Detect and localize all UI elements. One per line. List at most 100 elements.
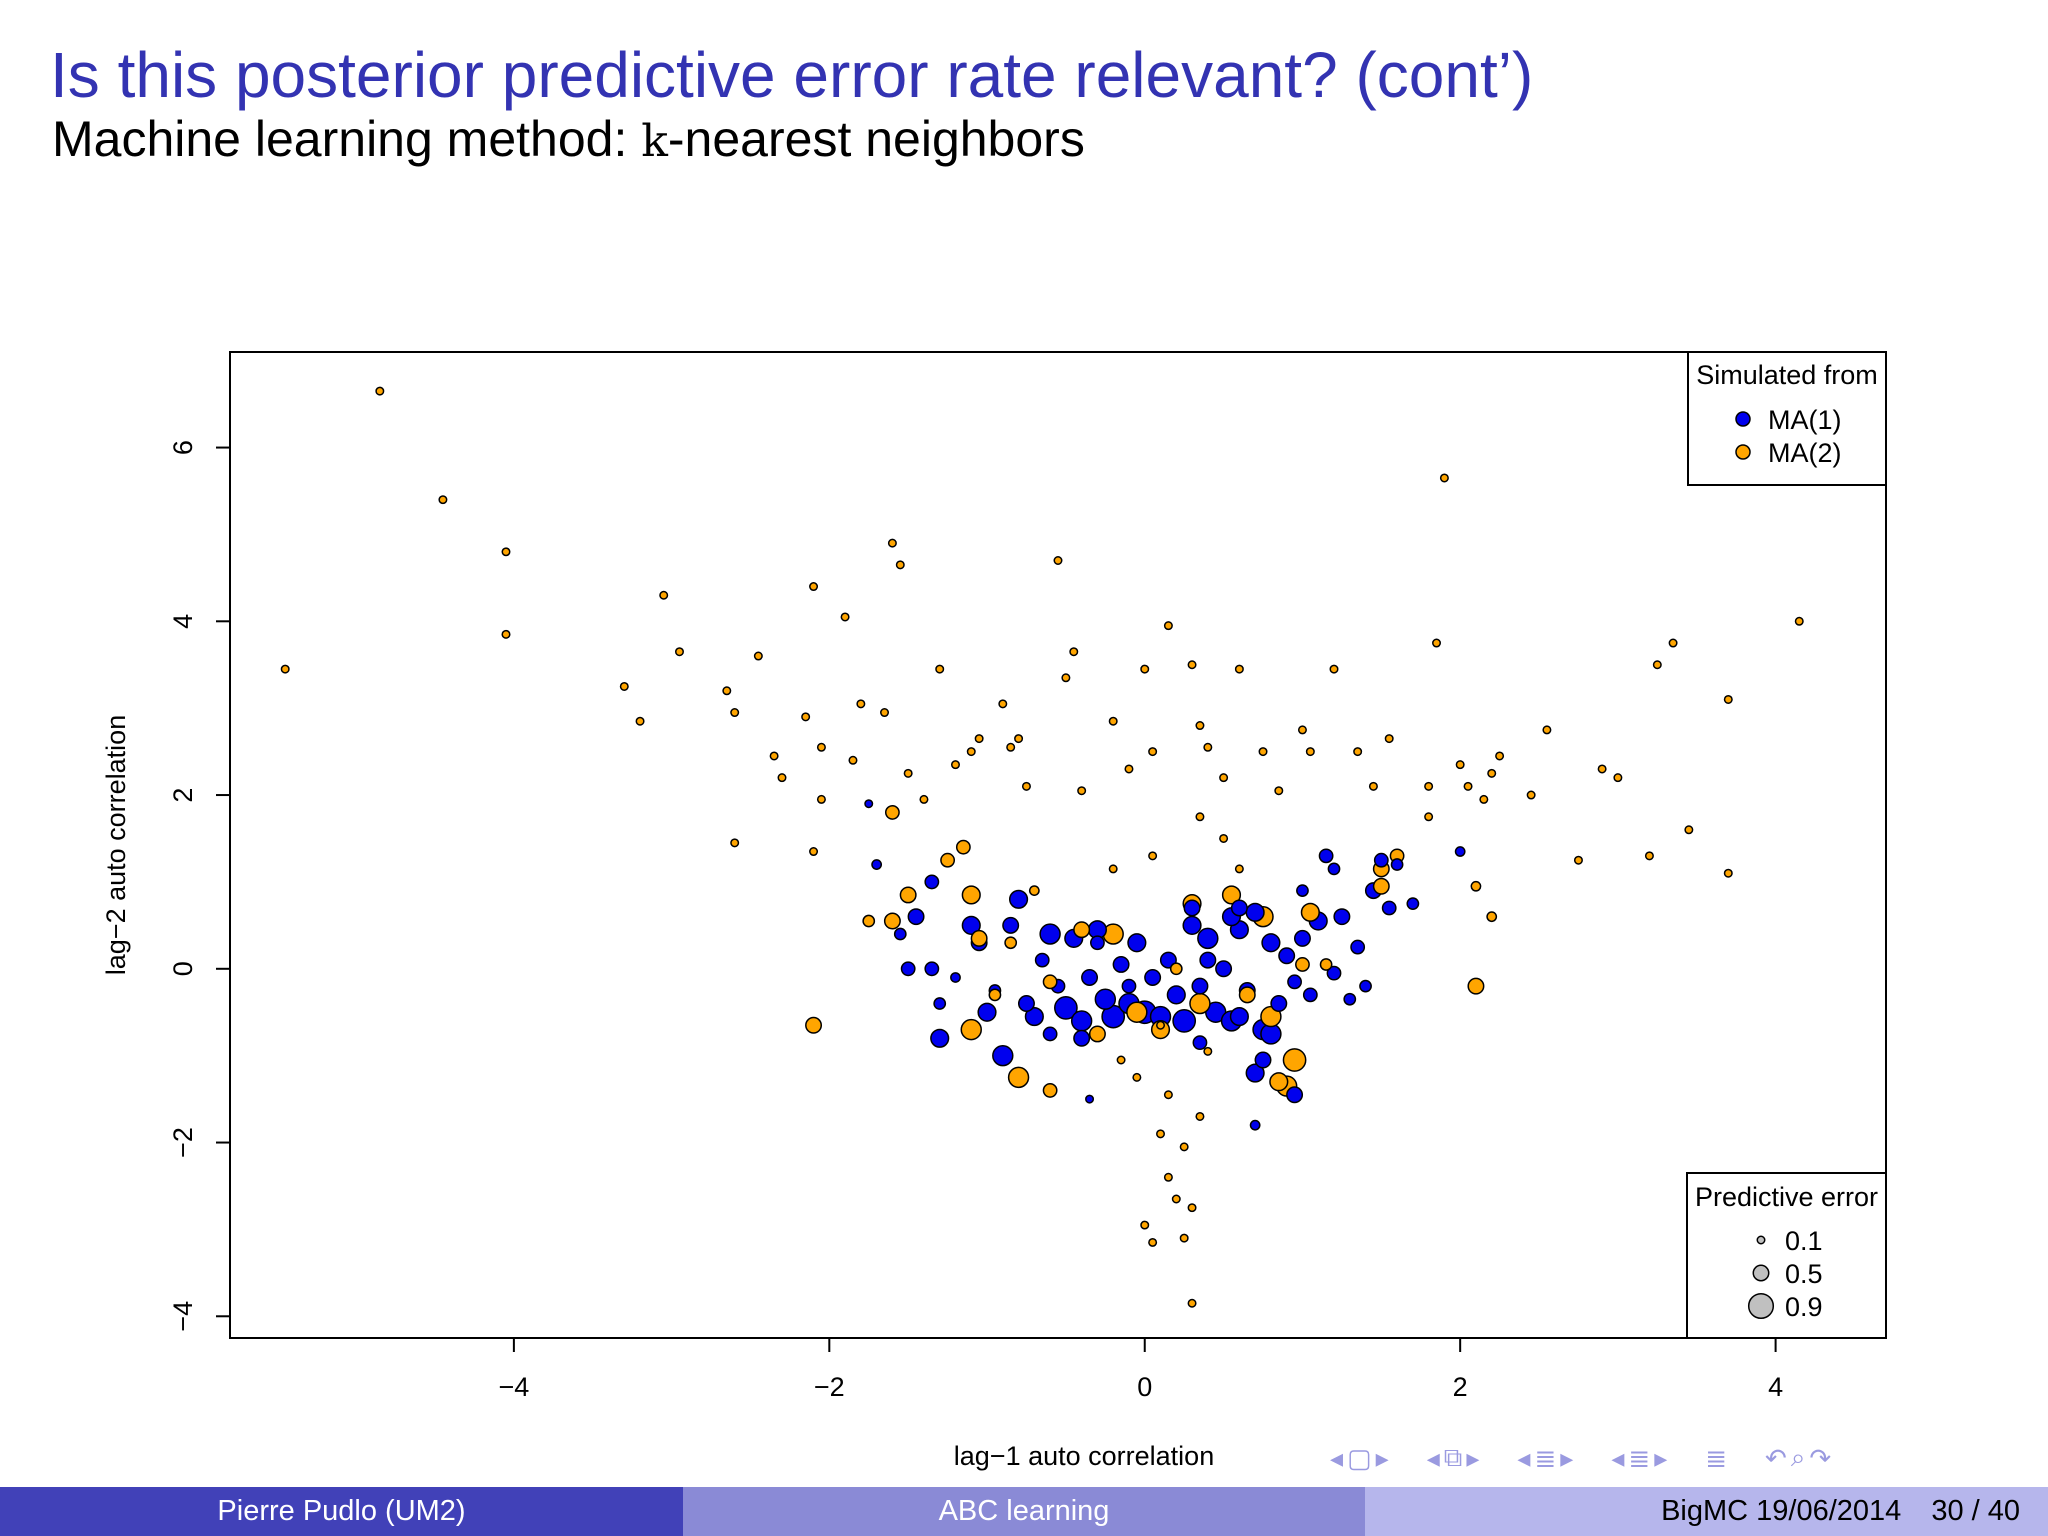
ma1-point [1042, 1026, 1058, 1042]
ma2-point [1597, 764, 1607, 774]
x-tick-label: 0 [1137, 1372, 1152, 1402]
ma1-point [1296, 884, 1309, 897]
ma2-point [961, 885, 981, 905]
ma2-point [1432, 638, 1442, 648]
ma1-point [1166, 985, 1186, 1005]
ma1-point [1090, 935, 1105, 951]
ma2-point [884, 805, 900, 820]
ma2-point [1169, 962, 1183, 976]
ma2-point [1526, 790, 1536, 800]
ma2-point [801, 712, 811, 722]
ma2-point [1140, 1220, 1150, 1230]
ma2-point [887, 538, 897, 548]
ma2-point [1723, 868, 1733, 878]
ma2-point [1794, 616, 1804, 626]
ma2-point [988, 988, 1002, 1002]
ma2-point [1372, 877, 1390, 895]
nav-next-frame-icon[interactable]: ▸ [1375, 1442, 1389, 1473]
nav-frame-icon[interactable]: ▢ [1347, 1442, 1372, 1473]
ma1-point [1199, 951, 1217, 969]
ma2-point [769, 751, 779, 761]
ma1-point [1034, 952, 1050, 968]
nav-next-subsection-icon[interactable]: ▸ [1466, 1442, 1480, 1473]
ma2-point [1219, 773, 1229, 783]
subtitle-suffix: -nearest neighbors [667, 111, 1085, 167]
nav-doc-icon[interactable]: ≣ [1628, 1442, 1651, 1473]
ma2-point [1021, 781, 1031, 791]
nav-prev-subsection-icon[interactable]: ◂ [1426, 1442, 1440, 1473]
ma2-point [1126, 1001, 1148, 1023]
ma2-point [1077, 786, 1087, 796]
nav-next-section-icon[interactable]: ▸ [1560, 1442, 1574, 1473]
y-tick-label: 4 [168, 614, 198, 629]
x-axis-label: lag−1 auto correlation [954, 1441, 1214, 1471]
nav-search-icon[interactable]: ⌕ [1790, 1442, 1806, 1472]
ma2-point [1116, 1055, 1126, 1065]
ma2-point [1195, 1111, 1205, 1121]
ma2-point [1644, 851, 1654, 861]
ma2-point [1329, 664, 1339, 674]
ma1-point [1054, 996, 1078, 1020]
ma2-point [635, 716, 645, 726]
ma1-point [1245, 1063, 1265, 1083]
legend-error-label: 0.5 [1785, 1259, 1823, 1289]
ma2-point [1463, 781, 1473, 791]
ma2-point [974, 734, 984, 744]
x-tick-label: 4 [1768, 1372, 1783, 1402]
nav-toc-icon[interactable]: ≣ [1705, 1442, 1728, 1473]
ma2-point [1486, 911, 1498, 923]
ma1-point [1381, 900, 1397, 916]
ma2-point [1269, 1072, 1289, 1092]
nav-back-icon[interactable]: ↶ [1765, 1442, 1787, 1473]
ma2-point [1028, 885, 1040, 897]
ma1-point [933, 997, 947, 1010]
footer-bar: Pierre Pudlo (UM2) ABC learning BigMC 19… [0, 1487, 2048, 1536]
nav-section-icon[interactable]: ≣ [1534, 1442, 1557, 1473]
ma1-point [1081, 968, 1099, 986]
ma2-point [1042, 1083, 1058, 1098]
ma2-point [935, 664, 945, 674]
ma2-point [659, 590, 669, 600]
ma1-point [1270, 995, 1288, 1013]
ma2-point [1189, 992, 1211, 1015]
ma2-point [501, 629, 511, 639]
legend-error-label: 0.9 [1785, 1292, 1823, 1322]
ma2-point [1384, 734, 1394, 744]
ma2-point [674, 647, 684, 657]
ma1-point [1390, 858, 1404, 871]
ma2-point [970, 929, 988, 947]
nav-prev-frame-icon[interactable]: ◂ [1330, 1442, 1344, 1473]
ma2-point [1004, 936, 1018, 950]
legend-error-marker [1747, 1292, 1775, 1320]
ma2-point [1479, 794, 1489, 804]
nav-subsection-icon[interactable]: ⧉ [1443, 1442, 1463, 1472]
legend-error-label: 0.1 [1785, 1226, 1823, 1256]
nav-forward-icon[interactable]: ↷ [1809, 1442, 1832, 1473]
ma1-point [1024, 1006, 1044, 1027]
y-tick-label: 2 [168, 788, 198, 803]
ma2-point [1684, 825, 1694, 835]
ma1-point [1094, 988, 1117, 1010]
ma2-point [1148, 747, 1158, 757]
subtitle-prefix: Machine learning method: [52, 111, 642, 167]
legend-error-marker [1752, 1264, 1770, 1282]
ma1-point [1261, 933, 1281, 953]
ma1-point [1286, 1086, 1304, 1104]
ma2-point [1353, 747, 1363, 757]
ma2-point [375, 386, 385, 396]
nav-prev-section-icon[interactable]: ◂ [1517, 1442, 1531, 1473]
legend-error-marker [1756, 1235, 1766, 1245]
ma1-point [1085, 1094, 1095, 1104]
nav-next-doc-icon[interactable]: ▸ [1654, 1442, 1668, 1473]
ma2-point [1014, 734, 1024, 744]
footer-page-number: 30 / 40 [1931, 1495, 2020, 1527]
ma2-point [1042, 974, 1058, 990]
ma2-point [1424, 781, 1434, 791]
nav-prev-doc-icon[interactable]: ◂ [1611, 1442, 1625, 1473]
ma1-point [1293, 929, 1311, 947]
ma2-point [919, 794, 929, 804]
ma2-point [730, 708, 740, 718]
ma2-point [1439, 473, 1449, 483]
ma2-point [1282, 1048, 1307, 1072]
ma2-point [848, 755, 858, 765]
